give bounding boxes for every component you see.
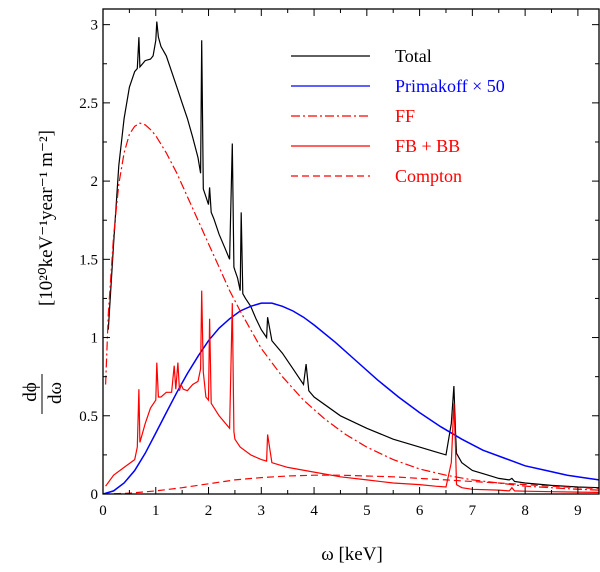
x-tick-label-4: 4: [310, 503, 318, 519]
x-tick-label-7: 7: [469, 503, 477, 519]
legend-label-4: Compton: [395, 166, 462, 186]
series-line-1: [103, 302, 600, 494]
ticks-layer: 0 1 2 3 4 5 6 7 8 9 0 0.5 1 1.5 2 2.5 3: [79, 9, 599, 519]
series-line-3: [105, 290, 600, 493]
plot-frame: [102, 8, 600, 495]
x-tick-label-9: 9: [574, 503, 582, 519]
y-label-numerator: dϕ: [20, 382, 41, 402]
y-axis-label: dϕ dω [10²⁰keV⁻¹year⁻¹ m⁻²]: [20, 130, 66, 414]
legend-label-3: FB + BB: [395, 136, 460, 156]
x-tick-label-2: 2: [205, 503, 213, 519]
y-tick-label-2: 1: [91, 331, 99, 347]
y-tick-label-6: 3: [91, 18, 99, 34]
x-axis-label: ω [keV]: [321, 544, 383, 565]
x-tick-label-8: 8: [521, 503, 529, 519]
legend-label-1: Primakoff × 50: [395, 76, 505, 96]
series-layer: [103, 21, 600, 494]
x-tick-label-5: 5: [363, 503, 371, 519]
y-tick-label-1: 0.5: [79, 409, 98, 425]
y-tick-label-3: 1.5: [79, 252, 98, 268]
x-tick-label-0: 0: [99, 503, 107, 519]
y-label-units: [10²⁰keV⁻¹year⁻¹ m⁻²]: [36, 130, 57, 306]
legend-label-2: FF: [395, 106, 415, 126]
y-tick-label-0: 0: [91, 487, 99, 503]
series-line-4: [103, 474, 600, 494]
x-tick-label-3: 3: [258, 503, 266, 519]
y-label-denominator: dω: [45, 382, 66, 404]
series-line-2: [105, 122, 600, 491]
legend: Total Primakoff × 50 FF FB + BB Compton: [291, 46, 505, 186]
x-tick-label-1: 1: [152, 503, 160, 519]
series-line-0: [107, 21, 600, 489]
y-tick-label-4: 2: [91, 174, 99, 190]
legend-label-0: Total: [395, 46, 432, 66]
x-tick-label-6: 6: [416, 503, 424, 519]
y-tick-label-5: 2.5: [79, 96, 98, 112]
